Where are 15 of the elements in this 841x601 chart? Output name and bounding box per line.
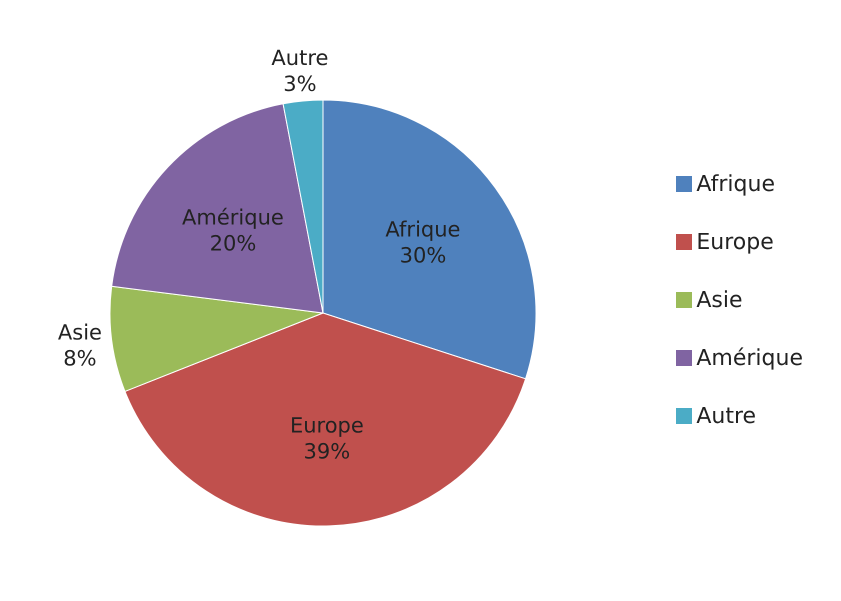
slice-label: Asie [58, 320, 102, 345]
slice-label: Europe [290, 413, 364, 438]
slice-label: Afrique [385, 217, 460, 242]
legend-label: Autre [696, 404, 756, 428]
legend-label: Europe [696, 230, 774, 254]
data-label: 20% [210, 231, 256, 256]
data-label: 3% [283, 72, 317, 96]
slice-label: Autre [271, 46, 328, 70]
data-label: 39% [304, 439, 350, 464]
legend-label: Amérique [696, 346, 803, 370]
legend-label: Afrique [696, 172, 775, 196]
legend-label: Asie [696, 288, 743, 312]
data-label: 8% [63, 346, 97, 371]
data-label: 30% [400, 243, 446, 268]
slice-label: Amérique [182, 205, 284, 230]
